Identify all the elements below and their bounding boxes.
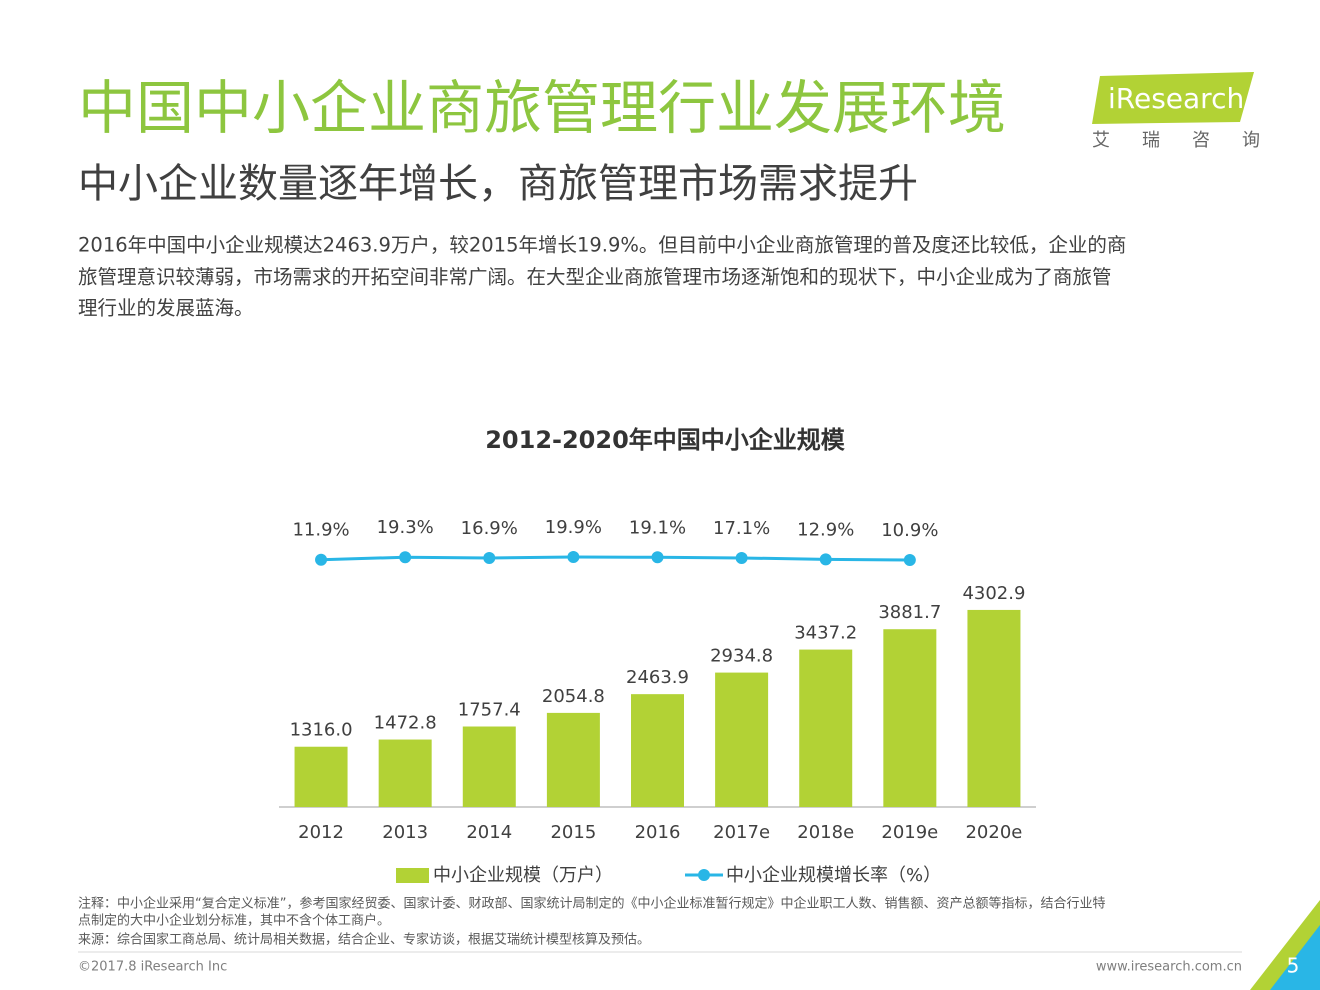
x-tick-label: 2019e	[881, 822, 938, 843]
data-label: 2934.8	[710, 646, 773, 667]
bar	[883, 629, 937, 807]
x-tick-label: 2016	[635, 822, 681, 843]
data-label: 19.3%	[377, 517, 434, 538]
bar	[378, 739, 432, 807]
x-tick-label: 2017e	[713, 822, 770, 843]
bar	[715, 672, 769, 807]
data-label: 4302.9	[962, 583, 1025, 604]
url: www.iresearch.com.cn	[1096, 960, 1242, 975]
data-label: 12.9%	[797, 519, 854, 540]
x-tick-label: 2015	[550, 822, 596, 843]
data-label: 11.9%	[292, 520, 349, 541]
subtitle: 中小企业数量逐年增长，商旅管理市场需求提升	[78, 161, 918, 207]
x-tick-label: 2012	[298, 822, 344, 843]
paragraph-line: 旅管理意识较薄弱，市场需求的开拓空间非常广阔。在大型企业商旅管理市场逐渐饱和的现…	[78, 266, 1112, 289]
data-label: 1316.0	[290, 720, 353, 741]
logo-badge	[1092, 72, 1254, 124]
data-label: 2054.8	[542, 686, 605, 707]
line-point	[735, 551, 748, 564]
bar	[967, 609, 1021, 807]
data-label: 17.1%	[713, 518, 770, 539]
paragraph-line: 理行业的发展蓝海。	[78, 297, 254, 320]
page-number: 5	[1287, 954, 1300, 978]
title: 中国中小企业商旅管理行业发展环境	[78, 74, 1006, 142]
logo-name: 艾瑞咨询	[1092, 130, 1292, 151]
legend-swatch	[396, 868, 429, 883]
data-label: 19.9%	[545, 517, 602, 538]
bar	[799, 649, 853, 807]
bar	[546, 712, 600, 807]
legend-label: 中小企业规模（万户）	[433, 865, 613, 886]
bar	[462, 726, 516, 807]
corner-deco	[1270, 925, 1320, 990]
logo-brand: iResearch	[1108, 82, 1244, 115]
bar	[294, 746, 348, 807]
line-point	[819, 553, 832, 566]
chart-title: 2012-2020年中国中小企业规模	[485, 426, 846, 454]
x-tick-label: 2020e	[965, 822, 1022, 843]
data-label: 10.9%	[881, 520, 938, 541]
line	[321, 555, 910, 562]
x-tick-label: 2018e	[797, 822, 854, 843]
line-point	[567, 551, 580, 564]
data-label: 1757.4	[458, 700, 521, 721]
legend-label: 中小企业规模增长率（%）	[726, 865, 941, 886]
data-label: 16.9%	[461, 518, 518, 539]
note: 注释：中小企业采用“复合定义标准”，参考国家经贸委、国家计委、财政部、国家统计局…	[78, 896, 1105, 912]
copyright: ©2017.8 iResearch Inc	[78, 960, 227, 975]
bar	[631, 694, 684, 807]
data-label: 3437.2	[794, 623, 857, 644]
source: 来源：综合国家工商总局、统计局相关数据，结合企业、专家访谈，根据艾瑞统计模型核算…	[78, 932, 650, 948]
paragraph-line: 2016年中国中小企业规模达2463.9万户，较2015年增长19.9%。但目前…	[78, 234, 1126, 257]
data-label: 2463.9	[626, 667, 689, 688]
data-label: 19.1%	[629, 517, 686, 538]
line-point	[651, 551, 664, 564]
line-point	[399, 551, 412, 564]
data-label: 3881.7	[878, 602, 941, 623]
x-tick-label: 2013	[382, 822, 428, 843]
line-point	[903, 554, 916, 567]
line-point	[483, 552, 496, 565]
data-label: 1472.8	[374, 713, 437, 734]
note: 点制定的大中小企业划分标准，其中不含个体工商户。	[78, 913, 390, 929]
legend-swatch	[698, 869, 710, 881]
line-point	[315, 553, 328, 566]
x-tick-label: 2014	[466, 822, 512, 843]
